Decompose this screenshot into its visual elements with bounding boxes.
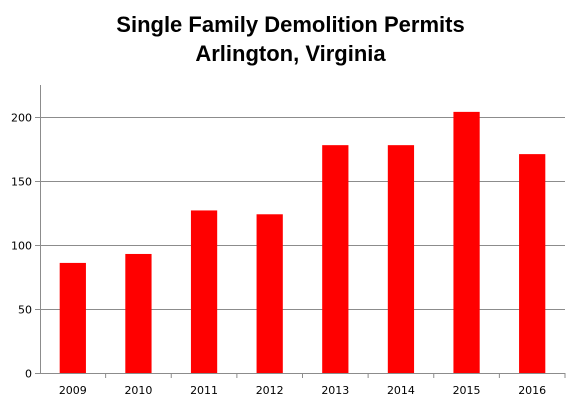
y-tick-label: 200 [11, 112, 32, 125]
chart-title: Single Family Demolition Permits [116, 12, 465, 37]
x-tick-label-2011: 2011 [190, 384, 218, 397]
bar-2012 [256, 214, 283, 373]
bar-2013 [322, 145, 349, 373]
x-tick-label-2009: 2009 [59, 384, 87, 397]
bar-2014 [387, 145, 415, 373]
y-tick-label: 0 [25, 368, 32, 381]
x-tick-label-2010: 2010 [124, 384, 152, 397]
bar-2011 [190, 210, 218, 373]
bar-2010 [125, 253, 152, 373]
bar-2016 [519, 154, 546, 373]
y-tick-label: 100 [11, 240, 32, 253]
chart-title-block: Single Family Demolition Permits Arlingt… [0, 10, 581, 68]
chart-subtitle: Arlington, Virginia [195, 41, 386, 66]
bar-2009 [59, 262, 86, 373]
x-tick-label-2016: 2016 [518, 384, 546, 397]
y-tick-label: 150 [11, 176, 32, 189]
x-tick-label-2013: 2013 [321, 384, 349, 397]
x-tick-label-2014: 2014 [387, 384, 415, 397]
y-tick-label: 50 [18, 304, 32, 317]
x-tick-label-2012: 2012 [256, 384, 284, 397]
bar-2015 [453, 111, 480, 373]
x-tick-label-2015: 2015 [453, 384, 481, 397]
